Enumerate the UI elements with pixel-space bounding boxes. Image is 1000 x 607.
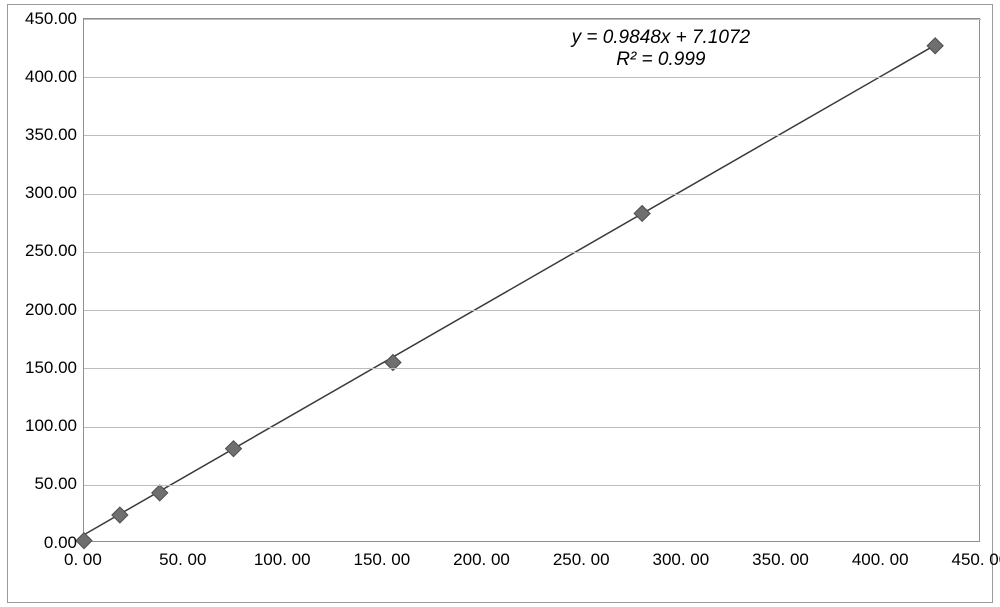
y-tick-label: 200.00	[25, 300, 77, 320]
trendline	[84, 45, 935, 535]
chart-svg	[84, 19, 981, 543]
gridline-y	[84, 19, 981, 20]
data-marker	[927, 38, 943, 54]
y-tick-label: 150.00	[25, 358, 77, 378]
y-tick-label: 250.00	[25, 241, 77, 261]
x-tick-label: 100. 00	[254, 550, 311, 570]
data-marker	[112, 507, 128, 523]
gridline-y	[84, 252, 981, 253]
x-tick-label: 250. 00	[553, 550, 610, 570]
gridline-y	[84, 485, 981, 486]
y-tick-label: 50.00	[34, 474, 77, 494]
gridline-y	[84, 427, 981, 428]
gridline-y	[84, 135, 981, 136]
chart-plot-area	[83, 18, 980, 542]
trendline-equation: y = 0.9848x + 7.1072	[572, 27, 751, 49]
x-tick-label: 150. 00	[354, 550, 411, 570]
gridline-y	[84, 194, 981, 195]
x-tick-label: 200. 00	[453, 550, 510, 570]
y-tick-label: 400.00	[25, 67, 77, 87]
x-tick-label: 50. 00	[159, 550, 206, 570]
data-marker	[634, 205, 650, 221]
y-tick-label: 300.00	[25, 183, 77, 203]
x-tick-label: 300. 00	[653, 550, 710, 570]
y-tick-label: 450.00	[25, 9, 77, 29]
trendline-annotation: y = 0.9848x + 7.1072 R² = 0.999	[572, 27, 751, 71]
trendline-r2: R² = 0.999	[572, 49, 751, 71]
x-tick-label: 400. 00	[852, 550, 909, 570]
data-marker	[226, 441, 242, 457]
gridline-y	[84, 77, 981, 78]
x-tick-label: 0. 00	[64, 550, 102, 570]
gridline-y	[84, 310, 981, 311]
x-tick-label: 450. 00	[952, 550, 1000, 570]
gridline-y	[84, 368, 981, 369]
y-tick-label: 350.00	[25, 125, 77, 145]
x-tick-label: 350. 00	[752, 550, 809, 570]
y-tick-label: 100.00	[25, 416, 77, 436]
